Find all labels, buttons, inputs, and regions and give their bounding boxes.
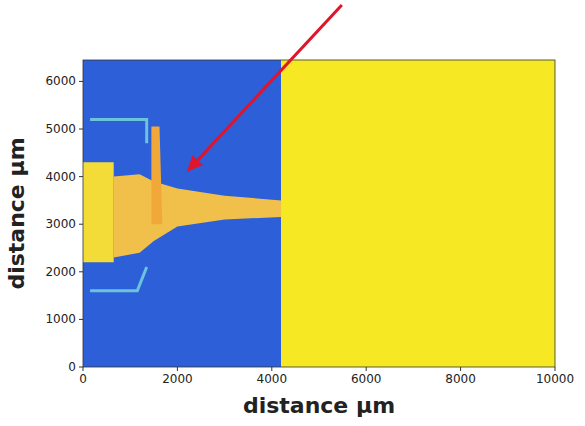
y-axis-title: distance µm [4, 137, 29, 289]
image-outline [90, 267, 147, 291]
x-axis-title: distance µm [243, 393, 395, 418]
x-tick-label: 6000 [351, 372, 382, 386]
x-tick-label: 0 [79, 372, 87, 386]
image-region [114, 174, 282, 257]
y-tick [79, 224, 83, 225]
x-tick [366, 367, 367, 371]
image-outline [90, 120, 147, 144]
x-tick [271, 367, 272, 371]
y-tick-label: 6000 [45, 74, 76, 88]
arrow-shaft [198, 5, 342, 160]
y-tick-label: 4000 [45, 170, 76, 184]
arrow-head [187, 155, 203, 171]
y-tick-label: 1000 [45, 312, 76, 326]
x-tick-label: 10000 [536, 372, 574, 386]
image-region [83, 60, 281, 367]
image-area [83, 60, 555, 367]
y-tick-label: 3000 [45, 217, 76, 231]
y-tick-label: 2000 [45, 265, 76, 279]
plot-frame [83, 60, 555, 367]
y-tick-label: 5000 [45, 122, 76, 136]
image-region [281, 60, 555, 367]
x-tick-label: 8000 [445, 372, 476, 386]
x-tick [460, 367, 461, 371]
x-tick [83, 367, 84, 371]
y-tick [79, 367, 83, 368]
x-tick-label: 2000 [162, 372, 193, 386]
y-tick-label: 0 [68, 360, 76, 374]
x-tick [177, 367, 178, 371]
chart: 0 2000 4000 6000 8000 10000 0 1000 2000 3000 4000 5… [0, 0, 585, 426]
y-tick [79, 176, 83, 177]
y-tick [79, 319, 83, 320]
image-region [83, 162, 114, 262]
y-tick [79, 271, 83, 272]
x-tick [555, 367, 556, 371]
y-tick [79, 81, 83, 82]
x-tick-label: 4000 [257, 372, 288, 386]
y-tick [79, 129, 83, 130]
image-region [151, 127, 162, 225]
